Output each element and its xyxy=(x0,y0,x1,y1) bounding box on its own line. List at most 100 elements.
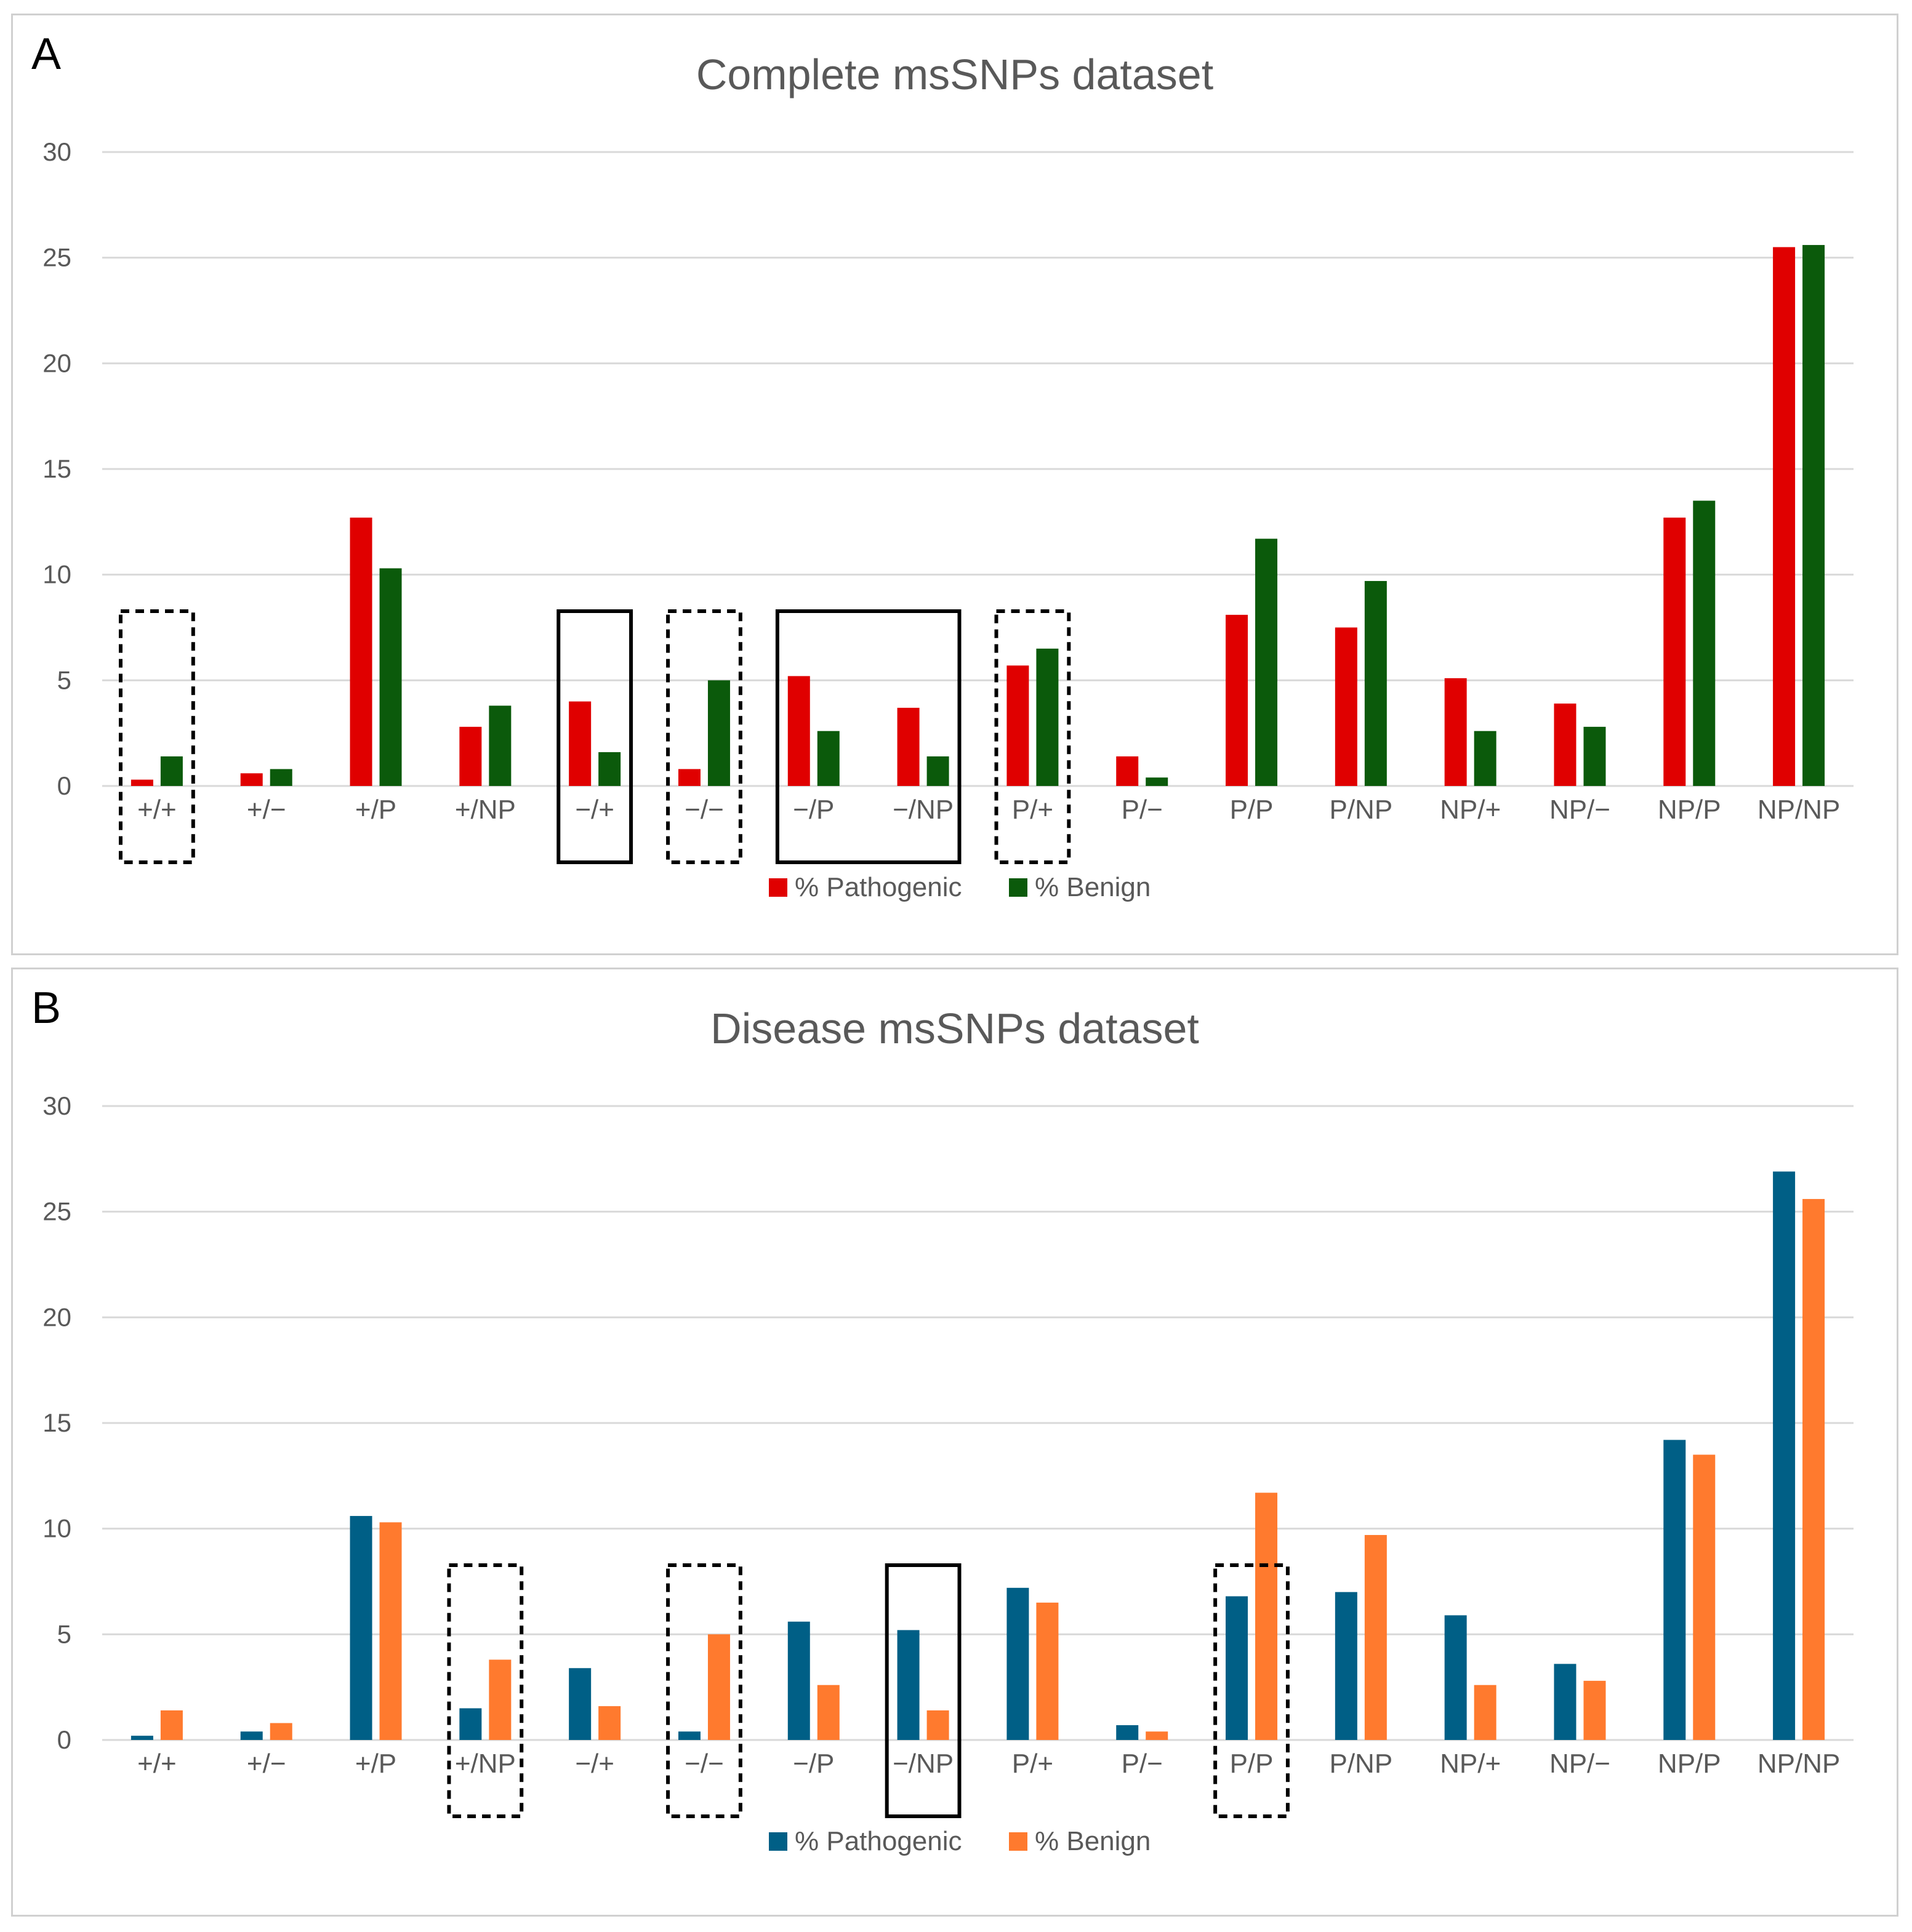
highlight-box-solid xyxy=(775,609,962,864)
x-category-label: P/P xyxy=(1230,795,1274,825)
bar-benign xyxy=(598,752,621,786)
bar-benign xyxy=(1693,1454,1716,1740)
x-category-label: +/P xyxy=(355,1749,396,1779)
bar-pathogenic xyxy=(131,779,153,786)
highlight-box-dashed xyxy=(119,609,195,864)
bar-benign xyxy=(160,756,183,786)
bar-benign xyxy=(489,705,512,786)
y-tick-label: 5 xyxy=(57,1619,71,1648)
y-tick-label: 5 xyxy=(57,665,71,694)
x-category-label: NP/− xyxy=(1549,1749,1610,1779)
bar-pathogenic xyxy=(240,773,263,786)
x-category-label: +/NP xyxy=(455,795,516,825)
x-category-label: P/NP xyxy=(1329,1749,1392,1779)
x-category-label: +/P xyxy=(355,795,396,825)
bar-benign xyxy=(1802,1199,1825,1740)
bar-benign xyxy=(379,1522,402,1740)
bar-pathogenic xyxy=(1554,703,1577,786)
bar-benign xyxy=(1693,500,1716,786)
bar-benign xyxy=(707,680,730,786)
bar-pathogenic xyxy=(350,1516,372,1740)
highlight-box-solid xyxy=(885,1563,962,1818)
bar-benign xyxy=(160,1710,183,1740)
bar-pathogenic xyxy=(1116,756,1139,786)
bar-benign xyxy=(1036,648,1059,786)
bar-benign xyxy=(1255,1493,1278,1740)
x-category-label: P/+ xyxy=(1012,1749,1053,1779)
bar-benign xyxy=(817,1685,840,1740)
x-category-label: P/P xyxy=(1230,1749,1274,1779)
bar-pathogenic xyxy=(131,1736,153,1740)
bar-pathogenic xyxy=(350,517,372,786)
x-category-label: −/− xyxy=(685,1749,724,1779)
x-category-label: −/NP xyxy=(893,795,954,825)
y-tick-label: 10 xyxy=(42,1514,71,1543)
highlight-box-dashed xyxy=(1213,1563,1290,1818)
bar-pathogenic xyxy=(459,1708,482,1740)
bar-benign xyxy=(707,1634,730,1740)
x-category-label: P/+ xyxy=(1012,795,1053,825)
bar-benign xyxy=(1583,1680,1606,1740)
x-category-label: NP/− xyxy=(1549,795,1610,825)
highlight-box-dashed xyxy=(666,1563,742,1818)
legend-swatch xyxy=(1009,878,1027,897)
bar-benign xyxy=(598,1706,621,1740)
x-category-label: NP/P xyxy=(1658,795,1721,825)
legend-swatch xyxy=(769,1832,787,1851)
x-category-label: +/NP xyxy=(455,1749,516,1779)
bar-benign xyxy=(1036,1602,1059,1740)
legend-label: % Benign xyxy=(1035,1826,1151,1856)
bar-benign xyxy=(1364,1534,1387,1740)
legend-swatch xyxy=(1009,1832,1027,1851)
bar-pathogenic xyxy=(897,707,920,786)
x-category-label: NP/NP xyxy=(1757,795,1840,825)
bar-pathogenic xyxy=(1773,247,1796,786)
y-tick-label: 0 xyxy=(57,1725,71,1754)
x-category-label: −/+ xyxy=(575,795,614,825)
x-category-label: −/NP xyxy=(893,1749,954,1779)
bar-pathogenic xyxy=(1663,1440,1686,1740)
y-tick-label: 20 xyxy=(42,1302,71,1331)
legend-label: % Pathogenic xyxy=(795,872,962,902)
y-tick-label: 25 xyxy=(42,1197,71,1226)
highlight-box-dashed xyxy=(447,1563,524,1818)
x-category-label: NP/NP xyxy=(1757,1749,1840,1779)
legend-label: % Benign xyxy=(1035,872,1151,902)
chart-title: Complete msSNPs dataset xyxy=(696,50,1214,98)
bar-benign xyxy=(270,769,292,786)
y-tick-label: 15 xyxy=(42,454,71,483)
highlight-box-dashed xyxy=(666,609,742,864)
x-category-label: P/− xyxy=(1122,795,1163,825)
bar-pathogenic xyxy=(787,1621,810,1740)
bar-pathogenic xyxy=(569,1668,592,1740)
bar-benign xyxy=(926,1710,949,1740)
x-category-label: −/+ xyxy=(575,1749,614,1779)
bar-pathogenic xyxy=(1335,627,1357,786)
y-tick-label: 10 xyxy=(42,560,71,589)
bar-benign xyxy=(1364,580,1387,786)
bar-pathogenic xyxy=(1226,1596,1248,1740)
chart-complete-dataset: 0 5 10 15 20 25 30 +/+ +/− +/P +/NP −/+ −/− −/P −/NP P/… xyxy=(42,137,1854,902)
bar-pathogenic xyxy=(459,726,482,786)
x-category-label: −/P xyxy=(793,795,834,825)
bar-pathogenic xyxy=(787,676,810,786)
chart-disease-dataset: 0 5 10 15 20 25 30 +/+ +/− +/P +/NP −/+ −/− −/P −/NP P/… xyxy=(42,1091,1854,1856)
bar-benign xyxy=(1583,726,1606,786)
highlight-box-solid xyxy=(556,609,633,864)
bar-benign xyxy=(270,1723,292,1740)
x-category-label: NP/+ xyxy=(1440,795,1501,825)
bar-pathogenic xyxy=(1773,1171,1796,1740)
x-category-label: +/− xyxy=(247,795,286,825)
y-tick-label: 30 xyxy=(42,1091,71,1120)
bar-pathogenic xyxy=(1226,614,1248,786)
bar-pathogenic xyxy=(678,1731,701,1740)
x-category-label: +/+ xyxy=(137,795,177,825)
x-category-label: P/− xyxy=(1122,1749,1163,1779)
bar-benign xyxy=(1146,777,1168,786)
bar-benign xyxy=(1255,539,1278,786)
bar-benign xyxy=(817,731,840,786)
x-category-label: +/− xyxy=(247,1749,286,1779)
panel-a: A Complete msSNPs dataset 0 5 10 15 20 25 30 +/… xyxy=(11,14,1898,955)
y-tick-label: 30 xyxy=(42,137,71,166)
x-category-label: NP/P xyxy=(1658,1749,1721,1779)
